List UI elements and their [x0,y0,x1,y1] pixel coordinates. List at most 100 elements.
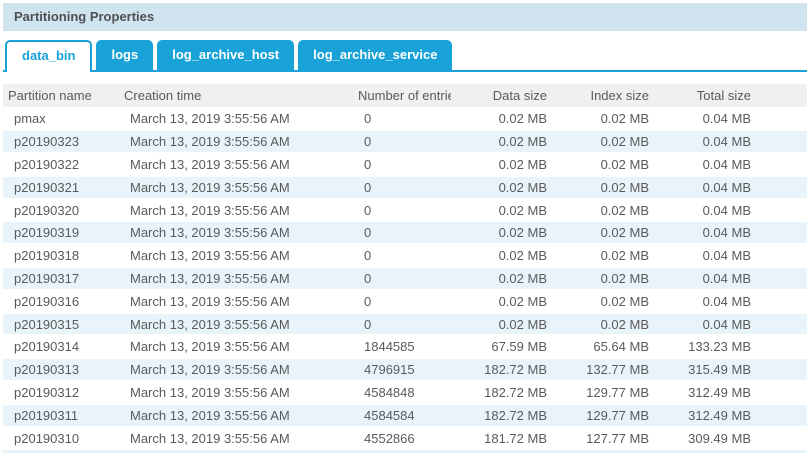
cell-data-size: 181.72 MB [451,426,549,451]
cell-index-size: 0.02 MB [549,312,651,337]
cell-partition-name: p20190310 [3,426,119,451]
cell-creation-time: March 13, 2019 3:55:56 AM [119,312,353,337]
cell-spacer [753,130,807,155]
cell-total-size: 309.49 MB [651,426,753,451]
cell-creation-time: March 13, 2019 3:55:56 AM [119,244,353,269]
cell-total-size: 0.04 MB [651,221,753,246]
cell-spacer [753,244,807,269]
table-row: p20190315 March 13, 2019 3:55:56 AM 0 0.… [3,312,807,337]
cell-creation-time: March 13, 2019 3:55:56 AM [119,381,353,405]
cell-partition-name: p20190318 [3,244,119,269]
table-row: p20190316 March 13, 2019 3:55:56 AM 0 0.… [3,289,807,314]
cell-partition-name: p20190319 [3,221,119,246]
cell-partition-name: p20190314 [3,335,119,360]
cell-data-size: 0.02 MB [451,221,549,246]
cell-total-size: 315.49 MB [651,358,753,383]
cell-data-size: 0.02 MB [451,198,549,223]
cell-number-of-entries: 0 [353,153,451,177]
tab-label: logs [111,47,139,62]
tab-label: log_archive_service [313,47,438,62]
cell-partition-name: p20190320 [3,198,119,223]
cell-index-size [549,449,651,453]
tab-log-archive-service[interactable]: log_archive_service [298,40,453,70]
cell-index-size: 0.02 MB [549,130,651,155]
tab-log-archive-host[interactable]: log_archive_host [157,40,295,70]
cell-total-size: 0.04 MB [651,153,753,177]
column-header-data-size: Data size [451,84,549,109]
table-row: p20190312 March 13, 2019 3:55:56 AM 4584… [3,381,807,405]
cell-index-size: 127.77 MB [549,426,651,451]
cell-data-size: 182.72 MB [451,381,549,405]
cell-partition-name: p20190321 [3,175,119,200]
cell-creation-time: March 13, 2019 3:55:56 AM [119,426,353,451]
table-header-row: Partition name Creation time Number of e… [3,84,807,109]
cell-data-size: 0.02 MB [451,289,549,314]
cell-spacer [753,107,807,132]
column-header-total-size: Total size [651,84,753,109]
cell-data-size: 0.02 MB [451,175,549,200]
cell-total-size: 312.49 MB [651,381,753,405]
table-row: p20190318 March 13, 2019 3:55:56 AM 0 0.… [3,244,807,269]
cell-number-of-entries: 1844585 [353,335,451,360]
cell-spacer [753,426,807,451]
cell-total-size: 133.23 MB [651,335,753,360]
column-header-creation-time: Creation time [119,84,353,109]
cell-data-size: 67.59 MB [451,335,549,360]
cell-partition-name: p20190312 [3,381,119,405]
cell-total-size: 312.49 MB [651,403,753,428]
table-row: p20190317 March 13, 2019 3:55:56 AM 0 0.… [3,267,807,291]
cell-total-size: 0.04 MB [651,289,753,314]
cell-total-size: 0.04 MB [651,130,753,155]
tab-logs[interactable]: logs [96,40,154,70]
table-row: pmax March 13, 2019 3:55:56 AM 0 0.02 MB… [3,107,807,132]
cell-index-size: 65.64 MB [549,335,651,360]
cell-creation-time: March 13, 2019 3:55:56 AM [119,198,353,223]
cell-index-size: 0.02 MB [549,107,651,132]
table-row: p20190311 March 13, 2019 3:55:56 AM 4584… [3,403,807,428]
cell-partition-name: p20190313 [3,358,119,383]
tab-data-bin[interactable]: data_bin [5,40,93,72]
cell-partition-name: p20190311 [3,403,119,428]
table-row: p20190319 March 13, 2019 3:55:56 AM 0 0.… [3,221,807,246]
cell-number-of-entries: 0 [353,289,451,314]
cell-data-size: 182.72 MB [451,358,549,383]
cell-number-of-entries [353,449,451,453]
cell-number-of-entries: 0 [353,221,451,246]
cell-total-size: 0.04 MB [651,244,753,269]
cell-spacer [753,381,807,405]
cell-total-size [651,449,753,453]
cell-index-size: 0.02 MB [549,267,651,291]
cell-number-of-entries: 0 [353,312,451,337]
cell-creation-time [119,449,353,453]
cell-creation-time: March 13, 2019 3:55:56 AM [119,335,353,360]
cell-partition-name: p20190315 [3,312,119,337]
cell-spacer [753,289,807,314]
cell-number-of-entries: 4584584 [353,403,451,428]
partitioning-properties-panel: Partitioning Properties data_bin logs lo… [3,3,807,453]
cell-creation-time: March 13, 2019 3:55:56 AM [119,289,353,314]
cell-total-size: 0.04 MB [651,175,753,200]
cell-index-size: 0.02 MB [549,153,651,177]
cell-data-size: 0.02 MB [451,244,549,269]
cell-spacer [753,153,807,177]
cell-number-of-entries: 0 [353,175,451,200]
cell-index-size: 0.02 MB [549,221,651,246]
cell-total-size: 0.04 MB [651,198,753,223]
cell-creation-time: March 13, 2019 3:55:56 AM [119,358,353,383]
cell-spacer [753,198,807,223]
table-row: p20190321 March 13, 2019 3:55:56 AM 0 0.… [3,175,807,200]
cell-number-of-entries: 0 [353,198,451,223]
cell-spacer [753,312,807,337]
table-row: p20190320 March 13, 2019 3:55:56 AM 0 0.… [3,198,807,223]
table-row: p20190314 March 13, 2019 3:55:56 AM 1844… [3,335,807,360]
cell-number-of-entries: 0 [353,130,451,155]
cell-partition-name [3,449,119,453]
cell-index-size: 129.77 MB [549,403,651,428]
cell-total-size: 0.04 MB [651,267,753,291]
tab-label: log_archive_host [172,47,280,62]
cell-spacer [753,358,807,383]
panel-title-bar: Partitioning Properties [3,3,807,31]
cell-data-size: 182.72 MB [451,403,549,428]
cell-data-size: 0.02 MB [451,153,549,177]
cell-data-size: 0.02 MB [451,130,549,155]
